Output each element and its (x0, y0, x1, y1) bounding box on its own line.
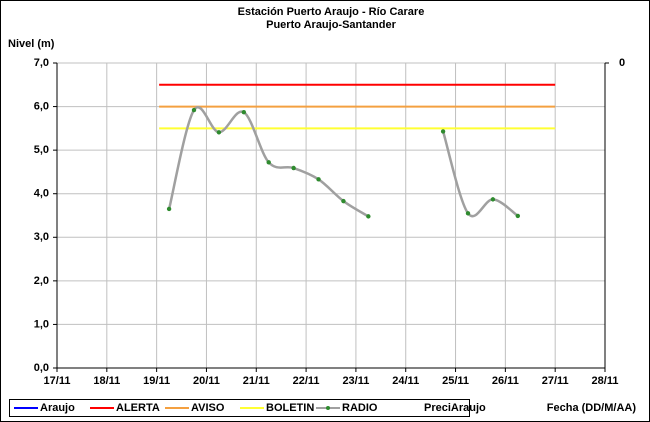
x-tick-label: 19/11 (143, 375, 170, 387)
y-tick-label: 5,0 (34, 144, 49, 156)
x-tick-label: 27/11 (542, 375, 569, 387)
x-tick-label: 23/11 (342, 375, 369, 387)
data-point (316, 177, 321, 182)
y-tick-label: 1,0 (34, 318, 49, 330)
data-point (216, 130, 222, 135)
data-point (241, 110, 247, 115)
x-tick-label: 28/11 (592, 375, 619, 387)
y-tick-label: 4,0 (34, 188, 49, 200)
data-point (490, 197, 496, 202)
legend-label: BOLETIN (266, 402, 314, 414)
data-point (515, 213, 521, 219)
y-tick-label: 2,0 (34, 275, 49, 287)
data-point (465, 211, 471, 216)
data-point (366, 214, 371, 219)
legend-label: RADIO (342, 402, 378, 414)
y-tick-label: 6,0 (34, 100, 49, 112)
x-tick-label: 25/11 (442, 375, 469, 387)
x-tick-label: 17/11 (44, 375, 71, 387)
data-point (341, 198, 346, 204)
data-point (291, 165, 296, 171)
y-tick-label: 3,0 (34, 231, 49, 243)
legend-label: ALERTA (116, 402, 160, 414)
legend-box (9, 399, 470, 417)
data-point (166, 206, 172, 212)
legend-marker (326, 406, 330, 410)
x-tick-label: 26/11 (492, 375, 519, 387)
x-axis-label: Fecha (DD/M/AA) (547, 402, 637, 414)
y2-tick-label: 0 (619, 57, 625, 69)
data-point (266, 160, 271, 165)
x-tick-label: 18/11 (93, 375, 120, 387)
legend-label: PreciAraujo (424, 402, 486, 414)
data-point (440, 129, 446, 134)
legend-label: Araujo (40, 402, 75, 414)
data-point (191, 107, 197, 113)
y-axis-label: Nivel (m) (8, 38, 55, 50)
x-tick-label: 20/11 (193, 375, 220, 387)
x-tick-label: 24/11 (392, 375, 419, 387)
chart-title: Estación Puerto Araujo - Río Carare (238, 6, 425, 18)
legend-label: AVISO (191, 402, 225, 414)
x-tick-label: 21/11 (243, 375, 270, 387)
y-tick-label: 7,0 (34, 57, 49, 69)
y-tick-label: 0,0 (34, 362, 49, 374)
plot-area (56, 62, 606, 369)
x-tick-label: 22/11 (293, 375, 320, 387)
chart-subtitle: Puerto Araujo-Santander (266, 19, 396, 31)
